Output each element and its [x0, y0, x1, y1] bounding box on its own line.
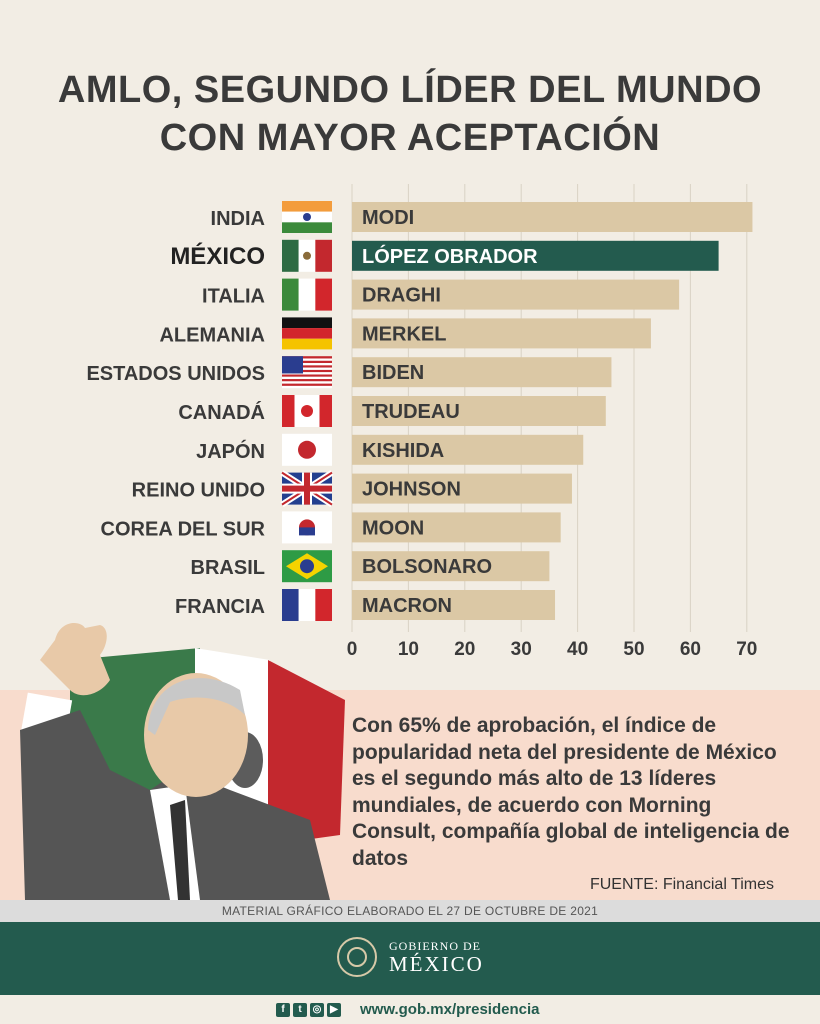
country-label: FRANCIA [175, 596, 265, 618]
bar-leader-label: TRUDEAU [362, 401, 460, 423]
flag-uk-icon [280, 470, 334, 508]
bar [352, 396, 606, 426]
country-label: ALEMANIA [159, 324, 265, 346]
seal-icon [337, 937, 377, 977]
bar-leader-label: MERKEL [362, 323, 446, 345]
bar [352, 590, 556, 620]
x-tick-label: 30 [511, 639, 532, 660]
bar-leader-label: MOON [362, 517, 424, 539]
country-label: BRASIL [191, 557, 265, 579]
flag-india-icon [282, 201, 332, 233]
website-link[interactable]: www.gob.mx/presidencia [360, 1001, 540, 1018]
bar-leader-label: KISHIDA [362, 440, 444, 462]
bar [352, 473, 572, 504]
source-text: FUENTE: Financial Times [589, 876, 774, 893]
bar [352, 202, 753, 232]
x-tick-label: 50 [623, 639, 644, 660]
x-tick-label: 70 [736, 639, 757, 660]
bar-leader-label: MACRON [362, 595, 452, 617]
flag-usa-icon [282, 356, 332, 389]
x-tick-label: 0 [347, 639, 358, 660]
bar [352, 551, 550, 582]
title-line-1: AMLO, SEGUNDO LÍDER DEL MUNDO [57, 69, 763, 111]
social-icons: f t ◎ ▶ [276, 1003, 341, 1017]
title-line-2: CON MAYOR ACEPTACIÓN [159, 117, 661, 159]
logo-line-2: MÉXICO [389, 952, 484, 976]
flag-italy-icon [282, 278, 332, 311]
youtube-icon[interactable]: ▶ [327, 1003, 341, 1017]
bar-leader-label: DRAGHI [362, 285, 441, 307]
flag-mexico-icon [282, 239, 332, 272]
bar-leader-label: BIDEN [362, 362, 424, 384]
page-title: AMLO, SEGUNDO LÍDER DEL MUNDO CON MAYOR … [0, 66, 820, 162]
flag-korea-icon [282, 511, 332, 544]
country-label: MÉXICO [170, 242, 265, 270]
material-date: MATERIAL GRÁFICO ELABORADO EL 27 DE OCTU… [0, 900, 820, 922]
facebook-icon[interactable]: f [276, 1003, 290, 1017]
x-tick-label: 10 [398, 639, 419, 660]
country-label: ITALIA [202, 286, 265, 308]
flag-brazil-icon [282, 550, 332, 583]
flag-canada-icon [282, 395, 332, 427]
twitter-icon[interactable]: t [293, 1003, 307, 1017]
bar [352, 434, 584, 465]
gobierno-logo[interactable]: GOBIERNO DE MÉXICO [337, 935, 487, 983]
bar-leader-label: MODI [362, 207, 414, 229]
bar [352, 512, 561, 543]
flag-germany-icon [282, 317, 332, 350]
bar-chart: 0 10 20 30 40 50 60 70 MODI INDIA LÓPEZ OBRADOR MÉX… [86, 184, 757, 660]
instagram-icon[interactable]: ◎ [310, 1003, 324, 1017]
bar-leader-label: BOLSONARO [362, 556, 492, 578]
bar [352, 279, 680, 310]
flag-france-icon [282, 589, 332, 621]
approval-note: Con 65% de aprobación, el índice de popu… [352, 714, 790, 870]
x-tick-label: 40 [567, 639, 588, 660]
president-illustration [20, 623, 345, 900]
bar [352, 240, 719, 271]
flag-japan-icon [282, 433, 332, 466]
bar-leader-label: LÓPEZ OBRADOR [362, 244, 538, 268]
country-label: JAPÓN [196, 439, 265, 463]
logo-line-1: GOBIERNO DE [389, 939, 481, 953]
bar-leader-label: JOHNSON [362, 479, 461, 501]
bar [352, 357, 612, 388]
bottom-bar [0, 995, 820, 1024]
country-label: ESTADOS UNIDOS [86, 363, 265, 385]
country-label: CANADÁ [178, 401, 265, 424]
bar [352, 318, 651, 349]
country-label: COREA DEL SUR [101, 518, 266, 540]
country-label: INDIA [211, 208, 265, 230]
x-tick-label: 60 [680, 639, 701, 660]
country-label: REINO UNIDO [132, 480, 265, 502]
x-tick-label: 20 [454, 639, 475, 660]
